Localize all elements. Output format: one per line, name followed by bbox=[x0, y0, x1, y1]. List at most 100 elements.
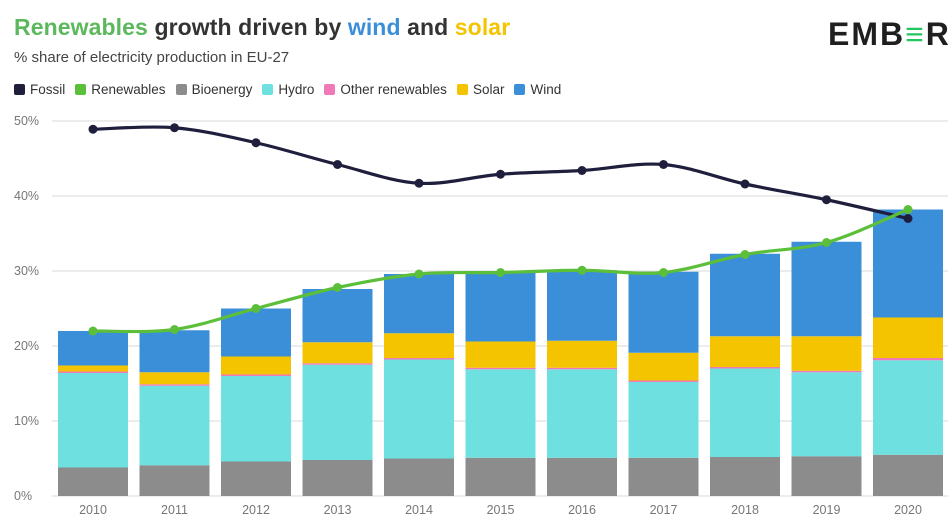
bar-segment-other-renewables bbox=[58, 371, 128, 373]
x-tick-label: 2017 bbox=[650, 503, 678, 515]
bar-segment-bioenergy bbox=[873, 454, 943, 496]
chart-subtitle: % share of electricity production in EU-… bbox=[14, 49, 290, 66]
legend-label: Fossil bbox=[30, 82, 66, 97]
bar-segment-bioenergy bbox=[791, 456, 862, 496]
logo-mark: ≡ bbox=[905, 16, 926, 52]
y-tick-label: 20% bbox=[14, 339, 39, 353]
title-segment: wind bbox=[347, 14, 401, 40]
renewables-point bbox=[496, 268, 505, 277]
legend-swatch bbox=[175, 84, 187, 95]
bar-segment-hydro bbox=[710, 368, 780, 457]
legend-label: Wind bbox=[530, 82, 562, 97]
x-tick-label: 2016 bbox=[568, 503, 596, 515]
bar-segment-other-renewables bbox=[302, 363, 373, 365]
fossil-point bbox=[740, 179, 750, 189]
y-tick-label: 50% bbox=[14, 114, 39, 128]
bar-segment-wind bbox=[139, 330, 210, 373]
renewables-point bbox=[251, 304, 261, 313]
bar-segment-hydro bbox=[628, 382, 699, 458]
bar-segment-bioenergy bbox=[628, 457, 699, 496]
renewables-point bbox=[88, 326, 98, 336]
legend-swatch bbox=[324, 84, 336, 95]
x-tick-label: 2014 bbox=[405, 503, 433, 515]
x-tick-label: 2015 bbox=[487, 503, 515, 515]
bar-segment-bioenergy bbox=[221, 461, 291, 496]
bar-segment-hydro bbox=[384, 359, 454, 459]
bar-segment-solar bbox=[628, 352, 699, 381]
y-tick-label: 40% bbox=[14, 189, 39, 203]
bar-segment-bioenergy bbox=[465, 457, 536, 496]
bar-segment-bioenergy bbox=[139, 465, 210, 496]
fossil-point bbox=[333, 160, 342, 169]
fossil-point bbox=[496, 169, 505, 179]
bar-segment-solar bbox=[547, 340, 617, 368]
bar-segment-other-renewables bbox=[628, 380, 699, 382]
bar-segment-wind bbox=[302, 289, 373, 343]
bar-segment-solar bbox=[302, 342, 373, 364]
renewables-point bbox=[170, 325, 179, 334]
renewables-point bbox=[822, 238, 831, 247]
renewables-point bbox=[903, 205, 913, 214]
x-tick-label: 2018 bbox=[731, 503, 759, 515]
legend-item: Bioenergy bbox=[175, 82, 253, 97]
legend-item: Hydro bbox=[262, 82, 314, 97]
bar-segment-other-renewables bbox=[710, 367, 780, 369]
renewables-point bbox=[740, 250, 750, 259]
chart-legend: Fossil Renewables Bioenergy Hydro Other rene… bbox=[14, 82, 561, 97]
logo-part: EMB bbox=[828, 16, 906, 52]
legend-label: Renewables bbox=[91, 82, 166, 97]
bar-segment-other-renewables bbox=[873, 358, 943, 361]
legend-item: Renewables bbox=[75, 82, 166, 97]
bar-segment-solar bbox=[791, 336, 862, 371]
renewables-point bbox=[659, 268, 668, 277]
bar-segment-wind bbox=[547, 270, 617, 341]
bar-segment-hydro bbox=[221, 376, 291, 462]
bar-segment-wind bbox=[791, 241, 862, 337]
legend-swatch bbox=[75, 84, 87, 95]
legend-label: Bioenergy bbox=[191, 82, 253, 97]
bar-segment-solar bbox=[465, 341, 536, 368]
fossil-point bbox=[88, 124, 98, 134]
legend-label: Solar bbox=[472, 82, 505, 97]
bar-segment-wind bbox=[384, 274, 454, 334]
bar-segment-hydro bbox=[139, 385, 210, 466]
ember-logo: EMB≡R bbox=[828, 16, 951, 53]
bar-segment-wind bbox=[465, 271, 536, 342]
bar-segment-solar bbox=[873, 317, 943, 358]
x-tick-label: 2019 bbox=[813, 503, 841, 515]
title-segment: solar bbox=[454, 14, 511, 40]
chart-title: Renewables growth driven by wind and sol… bbox=[14, 14, 510, 41]
bar-segment-bioenergy bbox=[302, 460, 373, 496]
legend-item: Other renewables bbox=[324, 82, 447, 97]
x-tick-label: 2020 bbox=[894, 503, 922, 515]
y-tick-label: 10% bbox=[14, 414, 39, 428]
legend-label: Hydro bbox=[278, 82, 315, 97]
fossil-point bbox=[659, 160, 668, 169]
bar-segment-solar bbox=[710, 336, 780, 367]
legend-item: Solar bbox=[456, 82, 505, 97]
legend-swatch bbox=[456, 84, 468, 95]
legend-item: Wind bbox=[514, 82, 561, 97]
title-segment: Renewables bbox=[14, 14, 148, 40]
bar-segment-hydro bbox=[873, 360, 943, 455]
legend-label: Other renewables bbox=[340, 82, 447, 97]
renewables-point bbox=[577, 265, 587, 275]
bar-segment-hydro bbox=[465, 369, 536, 458]
fossil-point bbox=[251, 138, 261, 148]
bar-segment-hydro bbox=[547, 369, 617, 458]
fossil-point bbox=[414, 178, 424, 188]
bar-segment-wind bbox=[873, 209, 943, 318]
title-segment: growth driven by bbox=[147, 14, 348, 40]
title-segment: and bbox=[400, 14, 455, 40]
legend-item: Fossil bbox=[14, 82, 65, 97]
bar-segment-wind bbox=[710, 253, 780, 337]
fossil-point bbox=[170, 123, 179, 133]
legend-swatch bbox=[514, 84, 526, 95]
bar-segment-wind bbox=[58, 331, 128, 366]
renewables-point bbox=[333, 283, 342, 292]
fossil-point bbox=[822, 195, 831, 205]
bar-segment-other-renewables bbox=[547, 367, 617, 370]
bar-segment-bioenergy bbox=[710, 457, 780, 496]
y-tick-label: 0% bbox=[14, 489, 32, 503]
